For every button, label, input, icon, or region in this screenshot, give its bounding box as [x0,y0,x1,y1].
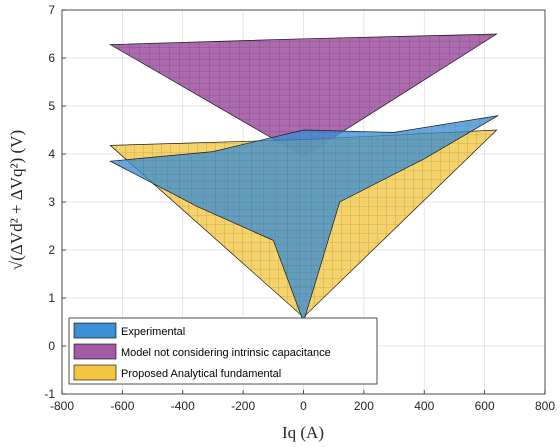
y-tick-label: 3 [48,195,55,209]
x-axis-label: Iq (A) [282,423,324,442]
y-tick-label: 5 [48,99,55,113]
y-tick-label: 7 [48,3,55,17]
surfaces [109,33,499,324]
legend-label-model-no-capacitance: Model not considering intrinsic capacita… [121,347,331,359]
x-tick-label: -400 [171,399,195,413]
x-tick-label: -800 [50,399,74,413]
legend-swatch-model-no-capacitance [73,343,117,360]
y-tick-label: 4 [48,147,55,161]
y-tick-label: 1 [48,291,55,305]
x-tick-label: 0 [300,399,307,413]
x-tick-label: 800 [535,399,555,413]
y-tick-label: -1 [44,387,55,401]
x-tick-label: -600 [110,399,134,413]
y-ticks: -1 0 1 2 3 4 5 6 7 [44,3,66,401]
legend-swatch-proposed-analytical [73,364,117,381]
legend-label-experimental: Experimental [121,326,185,338]
y-tick-label: 6 [48,51,55,65]
y-axis-label: √(ΔVd² + ΔVq²) (V) [7,130,26,270]
x-tick-label: 400 [414,399,434,413]
legend-label-proposed-analytical: Proposed Analytical fundamental [121,368,281,380]
y-tick-label: 2 [48,243,55,257]
x-tick-label: 200 [354,399,374,413]
x-ticks: -800 -600 -400 -200 0 200 400 600 800 [50,390,555,413]
legend-swatch-experimental [73,322,117,339]
x-tick-label: 600 [475,399,495,413]
y-tick-label: 0 [48,339,55,353]
x-tick-label: -200 [231,399,255,413]
legend-box [68,317,378,385]
surface-mesh-0 [110,115,499,322]
surface-mesh-1 [110,34,497,157]
legend: Experimental Model not considering intri… [68,317,378,385]
